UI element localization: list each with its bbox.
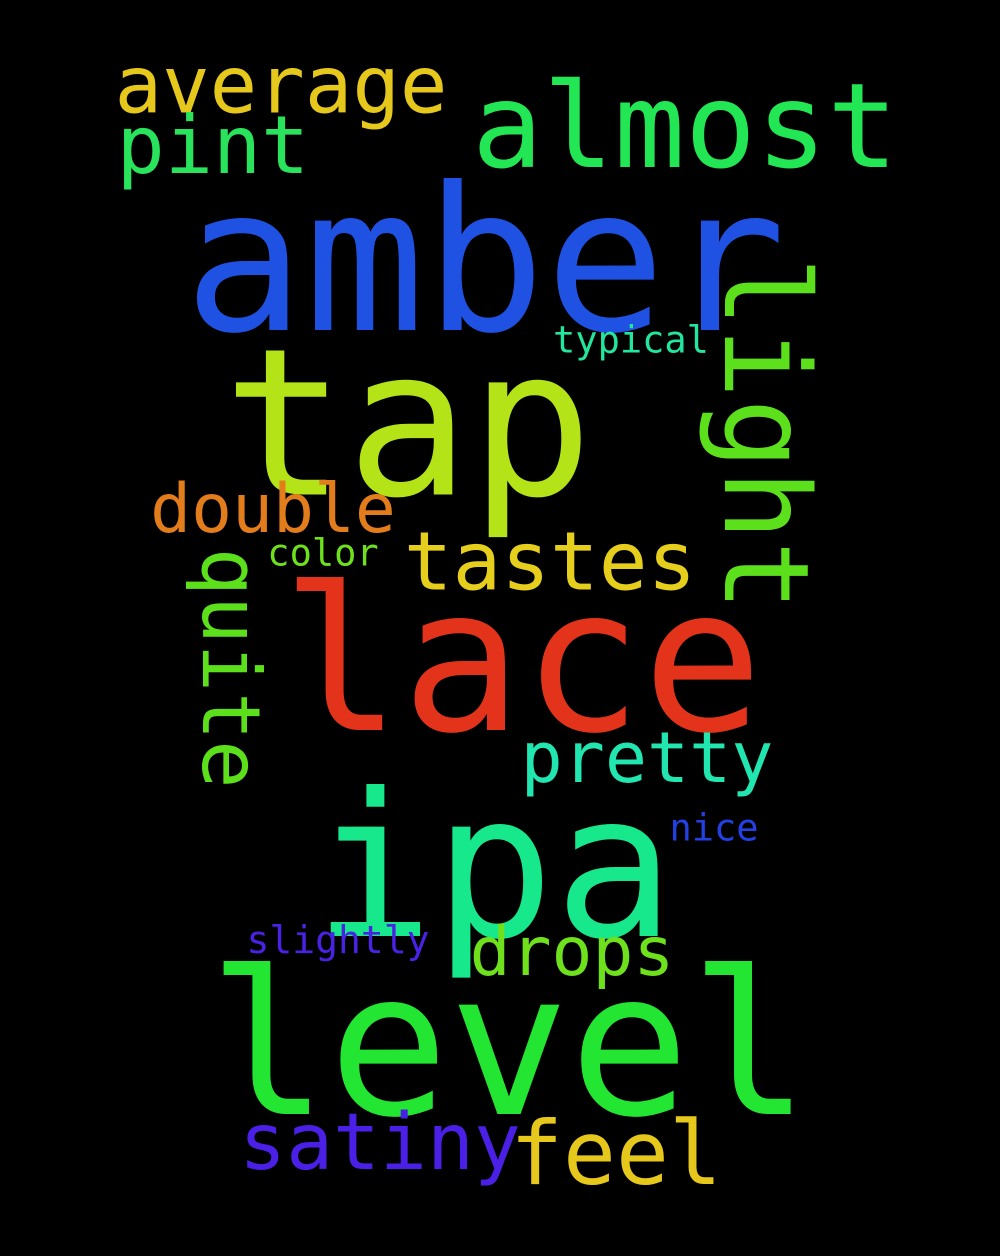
word-pretty: pretty [520,717,774,799]
word-level: level [207,929,811,1162]
word-nice: nice [669,806,759,850]
word-satiny: satiny [239,1098,521,1188]
word-double: double [150,470,396,549]
word-typical: typical [553,318,709,362]
word-feel: feel [510,1102,722,1205]
word-tap: tap [222,305,594,544]
word-average: average [114,39,448,132]
word-almost: almost [471,57,899,195]
word-slightly: slightly [246,918,430,962]
word-pint: pint [116,99,310,192]
word-drops: drops [469,913,675,992]
word-ipa: ipa [313,751,675,984]
word-tastes: tastes [403,515,697,610]
word-amber: amber [183,145,787,378]
word-color: color [267,531,379,575]
word-light: light [697,256,835,612]
word-lace: lace [281,545,763,778]
word-quite: quite [184,547,277,789]
